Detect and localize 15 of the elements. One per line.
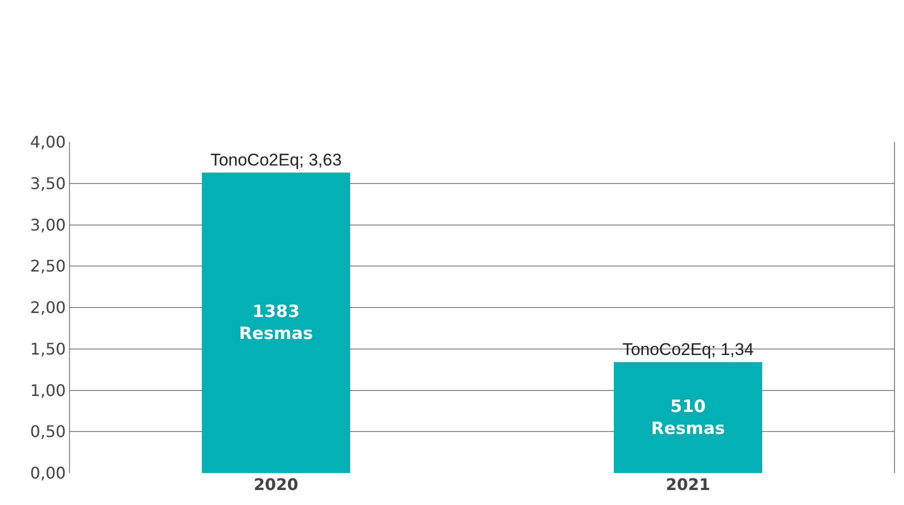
y-tick-label: 1,50	[30, 339, 66, 358]
y-tick-label: 1,00	[30, 380, 66, 400]
annotation: 1383 Resmas	[239, 302, 314, 344]
y-tick-label: 2,00	[30, 298, 66, 318]
y-tick-label: 4,00	[30, 132, 66, 152]
y-tick-label: 0,50	[30, 422, 66, 442]
data-label: TonoCo2Eq; 3,63	[210, 150, 342, 170]
x-tick-label: 2020	[254, 475, 298, 494]
y-tick-label: 3,00	[30, 215, 66, 234]
y-tick-label: 2,50	[30, 256, 66, 276]
x-tick-label: 2021	[666, 475, 710, 494]
data-label: TonoCo2Eq; 1,34	[622, 340, 754, 360]
y-tick-label: 3,50	[30, 174, 66, 193]
y-tick-label: 0,00	[30, 464, 66, 483]
annotation: 510 Resmas	[651, 397, 726, 440]
